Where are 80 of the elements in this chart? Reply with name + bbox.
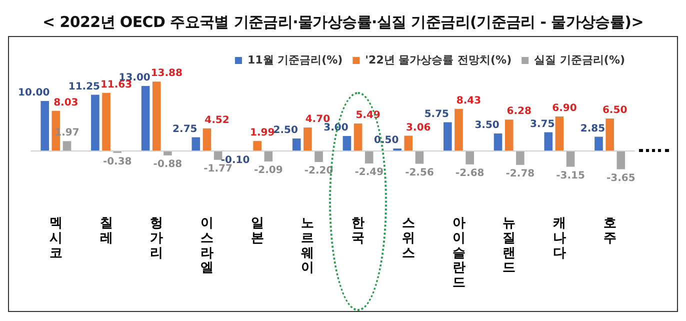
bar: [404, 136, 413, 151]
bar: [444, 122, 452, 151]
data-label: 6.50: [602, 105, 628, 116]
x-tick-label: 한국: [352, 216, 365, 246]
data-label: 3.06: [406, 122, 431, 134]
bar: [555, 116, 564, 151]
bar: [616, 151, 626, 170]
bar: [415, 151, 424, 164]
data-label: -3.15: [556, 170, 585, 182]
data-label: -0.38: [102, 156, 132, 168]
x-tick-label: 캐나다: [552, 216, 566, 261]
bar: [214, 151, 222, 160]
data-label: -1.77: [204, 163, 233, 174]
data-label: -2.68: [455, 168, 484, 179]
bar: [304, 128, 312, 151]
data-label: 6.28: [506, 106, 532, 118]
x-tick-label: 헝가리: [150, 216, 164, 261]
bar: [516, 151, 524, 165]
bar: [192, 137, 200, 151]
data-label: 11.63: [100, 79, 132, 90]
data-label: 0.50: [374, 135, 399, 146]
bar: [594, 136, 603, 151]
data-label: 3.00: [324, 122, 348, 134]
data-label: 5.49: [356, 110, 380, 122]
x-tick-label: 호주: [603, 216, 616, 246]
bar: [364, 151, 374, 164]
data-label: 3.75: [530, 118, 555, 130]
data-label: 10.00: [18, 88, 50, 99]
bar: [40, 101, 49, 151]
bar: [504, 120, 514, 151]
bar: [606, 118, 614, 151]
bar: [544, 132, 553, 151]
bar: [314, 151, 323, 162]
legend-label: 실질 기준금리(%): [534, 53, 625, 66]
data-label: 5.75: [424, 108, 450, 120]
bar: [494, 134, 502, 151]
bar: [102, 92, 110, 151]
bar: [91, 94, 100, 151]
x-tick-label: 이스라엘: [200, 216, 214, 276]
data-label: -2.09: [254, 165, 283, 176]
bar: [202, 128, 212, 151]
bar: [466, 151, 474, 164]
data-label: 2.85: [580, 123, 606, 134]
bar: [141, 86, 150, 151]
data-label: -2.49: [354, 167, 384, 178]
data-label: 1.99: [250, 128, 275, 139]
data-label: 4.52: [204, 114, 230, 126]
legend-label: '22년 물가상승률 전망치(%): [365, 53, 512, 66]
data-label: 8.43: [456, 95, 482, 106]
bar: [152, 82, 161, 151]
data-label: -2.20: [304, 166, 334, 177]
bar: [253, 141, 262, 151]
bar: [354, 124, 362, 151]
x-tick-label: 노르웨이: [301, 216, 314, 276]
bar: [454, 108, 463, 151]
x-tick-label: 멕시코: [49, 216, 62, 261]
data-label: 2.50: [273, 125, 298, 136]
data-label: -2.78: [506, 168, 535, 180]
bar: [62, 141, 72, 151]
data-label: -3.65: [606, 172, 636, 184]
x-tick-label: 일본: [250, 216, 264, 246]
bar: [264, 151, 273, 162]
data-label: 6.90: [552, 103, 577, 114]
data-label: 8.03: [54, 97, 78, 108]
data-label: -0.88: [153, 158, 182, 170]
x-tick-label: 스위스: [402, 216, 415, 261]
legend-label: 11월 기준금리(%): [247, 53, 343, 66]
x-tick-label: 칠레: [100, 216, 113, 246]
chart-title: < 2022년 OECD 주요국별 기준금리·물가상승률·실질 기준금리(기준금리 - 물가상승률)>: [42, 12, 644, 33]
x-tick-label: 아이슬란드: [452, 216, 466, 291]
bar: [292, 138, 301, 151]
data-label: 2.75: [172, 124, 198, 135]
data-label: 3.50: [474, 120, 500, 132]
x-tick-label: 뉴질랜드: [502, 216, 516, 276]
bar: [566, 151, 575, 167]
bar: [342, 136, 352, 151]
data-label: -2.56: [405, 167, 434, 178]
bar: [164, 151, 172, 156]
data-label: 13.88: [150, 68, 182, 80]
data-label: 11.25: [68, 81, 100, 92]
